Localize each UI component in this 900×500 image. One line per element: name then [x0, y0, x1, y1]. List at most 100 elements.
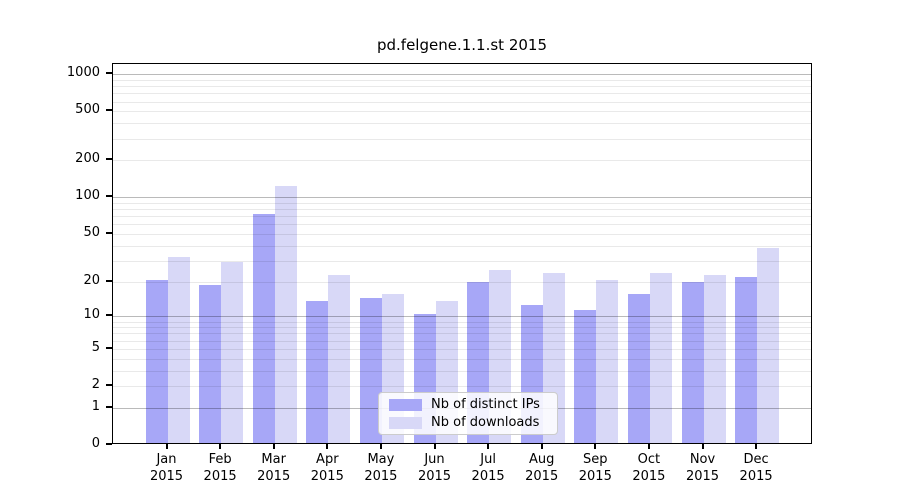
x-tick-year: 2015 [471, 469, 505, 484]
x-tick-label: May 2015 [341, 451, 421, 485]
bar-dec-ips [735, 277, 758, 443]
x-tick-label: Sep 2015 [555, 451, 635, 485]
x-tick-year: 2015 [632, 469, 666, 484]
x-tick-year: 2015 [739, 469, 773, 484]
x-tick-label: Oct 2015 [609, 451, 689, 485]
bar-nov-ips [681, 282, 704, 443]
y-tick [106, 279, 112, 282]
x-tick-label: Dec 2015 [716, 451, 796, 485]
x-tick-label: Feb 2015 [180, 451, 260, 485]
minor-gridline [113, 138, 811, 140]
x-tick [379, 444, 382, 449]
bar-jan-downloads [167, 257, 190, 443]
x-tick-month: Feb [208, 452, 232, 467]
minor-gridline [113, 101, 811, 103]
minor-gridline [113, 245, 811, 247]
x-tick [433, 444, 436, 449]
minor-gridline [113, 93, 811, 95]
y-tick-label: 20 [83, 272, 100, 288]
minor-gridline [113, 358, 811, 360]
x-tick-label: Mar 2015 [234, 451, 314, 485]
y-tick [106, 384, 112, 387]
minor-gridline [113, 86, 811, 88]
minor-gridline [113, 386, 811, 388]
minor-gridline [113, 281, 811, 283]
minor-gridline [113, 260, 811, 262]
x-tick-year: 2015 [364, 469, 398, 484]
x-tick [272, 444, 275, 449]
bar-feb-ips [199, 285, 222, 443]
x-tick [594, 444, 597, 449]
x-tick-year: 2015 [417, 469, 452, 484]
y-tick-label: 50 [83, 225, 100, 241]
x-tick [326, 444, 329, 449]
x-tick-year: 2015 [310, 469, 344, 484]
plot-area [112, 63, 812, 444]
minor-gridline [113, 216, 811, 218]
x-tick-label: Aug 2015 [502, 451, 582, 485]
bar-apr-ips [306, 301, 329, 443]
minor-gridline [113, 327, 811, 329]
x-tick [487, 444, 490, 449]
bar-oct-ips [627, 294, 650, 443]
y-tick-label: 100 [75, 188, 100, 204]
x-tick [165, 444, 168, 449]
x-tick-month: Jun [424, 452, 445, 467]
y-tick [106, 232, 112, 235]
x-tick-label: Nov 2015 [663, 451, 743, 485]
x-tick [647, 444, 650, 449]
x-tick-label: Jul 2015 [448, 451, 528, 485]
x-tick-month: Apr [316, 452, 339, 467]
legend: Nb of distinct IPs Nb of downloads [378, 392, 558, 435]
x-tick-year: 2015 [203, 469, 237, 484]
y-tick [106, 72, 112, 75]
y-tick-label: 1 [91, 398, 100, 414]
bar-mar-ips [252, 214, 275, 443]
x-tick-label: Jun 2015 [395, 451, 475, 485]
y-tick [106, 195, 112, 198]
y-tick-label: 1000 [66, 65, 100, 81]
y-tick [106, 443, 112, 445]
y-tick [106, 405, 112, 408]
x-tick-year: 2015 [578, 469, 612, 484]
bar-feb-downloads [221, 262, 244, 443]
legend-swatch [389, 416, 422, 429]
minor-gridline [113, 234, 811, 235]
x-tick-label: Jan 2015 [127, 451, 207, 485]
x-tick-label: Apr 2015 [287, 451, 367, 485]
x-tick-year: 2015 [525, 469, 559, 484]
y-tick-label: 5 [91, 339, 100, 355]
x-tick [755, 444, 758, 449]
x-tick [701, 444, 704, 449]
major-gridline [113, 197, 811, 199]
x-tick-month: Jan [156, 452, 177, 467]
legend-item-downloads: Nb of downloads [379, 415, 557, 430]
legend-label: Nb of distinct IPs [431, 397, 540, 412]
y-tick-label: 200 [75, 151, 100, 167]
major-gridline [113, 74, 811, 76]
legend-label: Nb of downloads [431, 415, 540, 430]
minor-gridline [113, 123, 811, 125]
x-tick-year: 2015 [257, 469, 291, 484]
x-tick-month: Nov [689, 452, 716, 467]
bar-may-ips [359, 297, 382, 443]
x-tick-year: 2015 [149, 469, 184, 484]
chart-title: pd.felgene.1.1.st 2015 [376, 36, 547, 54]
bar-nov-downloads [703, 274, 726, 443]
bar-sep-downloads [596, 279, 619, 443]
major-gridline [113, 316, 811, 318]
minor-gridline [113, 209, 811, 211]
minor-gridline [113, 111, 811, 113]
y-tick-label: 0 [91, 436, 100, 451]
legend-item-distinct-ips: Nb of distinct IPs [379, 397, 557, 412]
minor-gridline [113, 333, 811, 335]
bar-oct-downloads [649, 272, 672, 443]
y-tick [106, 314, 112, 317]
x-tick [540, 444, 543, 449]
bar-jan-ips [145, 279, 168, 443]
bar-apr-downloads [328, 274, 351, 443]
x-tick-month: Aug [528, 452, 555, 467]
x-tick-month: Mar [261, 452, 286, 467]
y-tick-label: 10 [83, 307, 100, 323]
